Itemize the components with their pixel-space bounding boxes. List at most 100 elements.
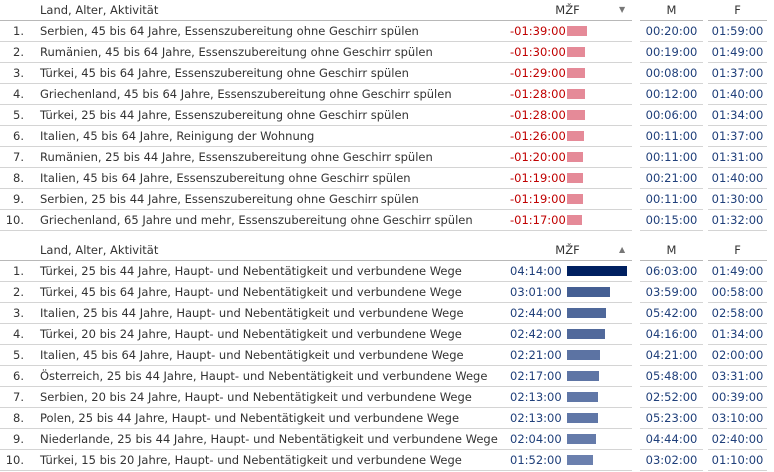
row-label: Österreich, 25 bis 44 Jahre, Haupt- und …	[40, 369, 488, 383]
diff-bar	[567, 392, 599, 402]
row-index: 3.	[13, 66, 24, 80]
row-divider	[503, 62, 632, 63]
f-value: 01:30:00	[711, 192, 764, 206]
row-divider	[503, 104, 632, 105]
row-divider	[503, 428, 632, 429]
row-divider	[503, 20, 632, 21]
row-label: Türkei, 20 bis 24 Jahre, Haupt- und Nebe…	[40, 327, 462, 341]
row-label: Italien, 45 bis 64 Jahre, Reinigung der …	[40, 129, 315, 143]
header-f: F	[734, 243, 741, 257]
m-value: 00:08:00	[645, 66, 698, 80]
row-divider	[0, 83, 503, 84]
m-value: 03:59:00	[645, 285, 698, 299]
row-index: 1.	[13, 24, 24, 38]
row-divider	[503, 41, 632, 42]
row-divider	[708, 428, 767, 429]
row-divider	[0, 167, 503, 168]
diff-bar	[567, 266, 627, 276]
row-divider	[708, 344, 767, 345]
row-label: Niederlande, 25 bis 44 Jahre, Haupt- und…	[40, 432, 498, 446]
row-index: 4.	[13, 327, 24, 341]
m-value: 00:15:00	[645, 213, 698, 227]
row-divider	[503, 281, 632, 282]
row-index: 6.	[13, 369, 24, 383]
row-divider	[708, 20, 767, 21]
row-index: 9.	[13, 192, 24, 206]
row-divider	[640, 323, 703, 324]
diff-bar	[567, 68, 585, 78]
row-label: Rumänien, 45 bis 64 Jahre, Essenszuberei…	[40, 45, 433, 59]
f-value: 01:49:00	[711, 45, 764, 59]
row-label: Türkei, 25 bis 44 Jahre, Essenszubereitu…	[40, 108, 409, 122]
row-index: 8.	[13, 171, 24, 185]
row-divider	[0, 323, 503, 324]
row-divider	[640, 83, 703, 84]
row-label: Serbien, 20 bis 24 Jahre, Haupt- und Neb…	[40, 390, 472, 404]
diff-bar	[567, 308, 606, 318]
row-label: Türkei, 25 bis 44 Jahre, Haupt- und Nebe…	[40, 264, 462, 278]
row-divider	[708, 62, 767, 63]
diff-bar	[567, 287, 610, 297]
sort-icon: ▲	[619, 245, 626, 254]
row-label: Italien, 45 bis 64 Jahre, Haupt- und Neb…	[40, 348, 464, 362]
row-index: 9.	[13, 432, 24, 446]
diff-bar	[567, 350, 601, 360]
row-label: Polen, 25 bis 44 Jahre, Haupt- und Neben…	[40, 411, 460, 425]
row-index: 8.	[13, 411, 24, 425]
f-value: 00:58:00	[711, 285, 764, 299]
row-divider	[503, 188, 632, 189]
row-divider	[0, 470, 503, 471]
row-index: 10.	[5, 453, 24, 467]
f-value: 02:00:00	[711, 348, 764, 362]
row-divider	[640, 449, 703, 450]
m-value: 00:11:00	[645, 150, 698, 164]
row-divider	[708, 365, 767, 366]
diff-bar	[567, 329, 606, 339]
row-divider	[708, 260, 767, 261]
row-divider	[640, 125, 703, 126]
f-value: 01:40:00	[711, 87, 764, 101]
diff-bar	[567, 413, 599, 423]
diff-value: 02:17:00	[510, 369, 562, 383]
row-divider	[708, 470, 767, 471]
row-divider	[503, 146, 632, 147]
row-divider	[503, 449, 632, 450]
f-value: 02:40:00	[711, 432, 764, 446]
diff-value: 02:42:00	[510, 327, 562, 341]
row-label: Italien, 25 bis 44 Jahre, Haupt- und Neb…	[40, 306, 464, 320]
row-divider	[503, 260, 632, 261]
diff-value: 02:13:00	[510, 390, 562, 404]
row-index: 7.	[13, 150, 24, 164]
m-value: 00:19:00	[645, 45, 698, 59]
row-index: 5.	[13, 108, 24, 122]
diff-bar	[567, 152, 583, 162]
diff-bar	[567, 215, 583, 225]
row-divider	[640, 230, 703, 231]
m-value: 06:03:00	[645, 264, 698, 278]
m-value: 05:23:00	[645, 411, 698, 425]
row-divider	[640, 20, 703, 21]
row-divider	[708, 386, 767, 387]
diff-bar	[567, 434, 597, 444]
diff-value: 02:44:00	[510, 306, 562, 320]
f-value: 01:10:00	[711, 453, 764, 467]
row-divider	[708, 146, 767, 147]
row-label: Rumänien, 25 bis 44 Jahre, Essenszuberei…	[40, 150, 433, 164]
row-divider	[640, 62, 703, 63]
m-value: 05:48:00	[645, 369, 698, 383]
m-value: 00:20:00	[645, 24, 698, 38]
diff-bar	[567, 131, 585, 141]
row-divider	[0, 104, 503, 105]
row-label: Türkei, 45 bis 64 Jahre, Essenszubereitu…	[40, 66, 409, 80]
f-value: 02:58:00	[711, 306, 764, 320]
row-divider	[708, 407, 767, 408]
row-divider	[640, 146, 703, 147]
row-divider	[640, 365, 703, 366]
row-label: Serbien, 25 bis 44 Jahre, Essenszubereit…	[40, 192, 419, 206]
row-divider	[708, 83, 767, 84]
row-divider	[503, 344, 632, 345]
row-index: 4.	[13, 87, 24, 101]
diff-bar	[567, 47, 585, 57]
row-divider	[503, 167, 632, 168]
row-divider	[503, 470, 632, 471]
